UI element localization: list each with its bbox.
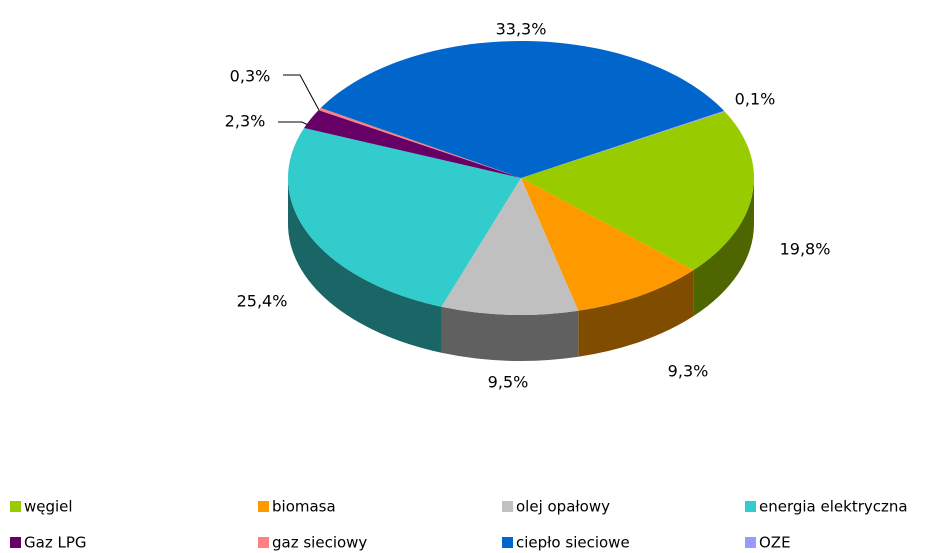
legend-swatch xyxy=(10,501,21,512)
data-label: 0,3% xyxy=(230,67,271,86)
legend-label: OZE xyxy=(759,534,791,552)
slice xyxy=(521,110,725,178)
legend-label: Gaz LPG xyxy=(24,534,86,552)
legend-swatch xyxy=(502,537,513,548)
slice-side xyxy=(693,178,754,317)
slice xyxy=(318,107,521,178)
slice-side xyxy=(441,306,579,362)
slice xyxy=(521,178,694,311)
legend-label: energia elektryczna xyxy=(759,498,908,516)
data-label: 9,3% xyxy=(668,362,709,381)
slice-side xyxy=(288,178,442,353)
data-label: 2,3% xyxy=(225,112,266,131)
leader-line xyxy=(283,74,321,113)
slice xyxy=(521,111,754,271)
legend-swatch xyxy=(745,537,756,548)
slice xyxy=(320,41,725,178)
slice xyxy=(441,178,579,315)
data-label: 33,3% xyxy=(496,20,547,39)
data-label: 19,8% xyxy=(780,240,831,259)
legend-label: węgiel xyxy=(24,498,73,516)
leader-line xyxy=(278,121,311,127)
legend-swatch xyxy=(258,501,269,512)
legend-swatch xyxy=(502,501,513,512)
sides xyxy=(288,178,754,362)
legend-label: gaz sieciowy xyxy=(272,534,367,552)
legend-label: biomasa xyxy=(272,498,336,516)
legend-label: ciepło sieciowe xyxy=(516,534,630,552)
tops xyxy=(288,41,754,315)
legend-swatch xyxy=(745,501,756,512)
data-label: 25,4% xyxy=(237,292,288,311)
data-label: 9,5% xyxy=(488,373,529,392)
data-label: 0,1% xyxy=(735,90,776,109)
legend-swatch xyxy=(10,537,21,548)
slice-side xyxy=(578,270,694,357)
legend-label: olej opałowy xyxy=(516,498,610,516)
slice xyxy=(288,128,521,307)
legend-swatch xyxy=(258,537,269,548)
slice xyxy=(304,110,521,178)
